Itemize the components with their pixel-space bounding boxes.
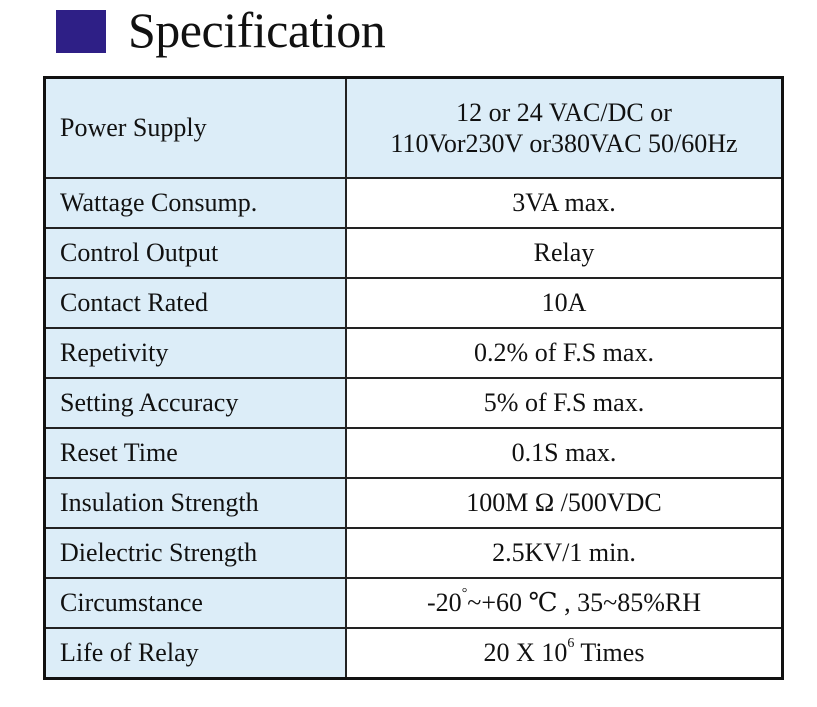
value-text: Times: [574, 638, 645, 668]
section-heading: Specification: [56, 0, 386, 60]
row-value: 2.5KV/1 min.: [345, 527, 784, 579]
row-label: Contact Rated: [43, 277, 347, 329]
value-text: 20 X 10: [483, 638, 568, 668]
row-label: Wattage Consump.: [43, 177, 347, 229]
table-row: Setting Accuracy 5% of F.S max.: [43, 377, 784, 429]
value-text: , 35~85%RH: [557, 588, 701, 618]
celsius-symbol: ℃: [528, 588, 558, 618]
table-row: Power Supply 12 or 24 VAC/DC or 110Vor23…: [43, 76, 784, 179]
page-title: Specification: [128, 2, 386, 58]
table-row: Insulation Strength 100M Ω /500VDC: [43, 477, 784, 529]
value-text: ~+60: [467, 588, 529, 618]
row-label: Insulation Strength: [43, 477, 347, 529]
specification-table: Power Supply 12 or 24 VAC/DC or 110Vor23…: [43, 76, 784, 680]
table-row: Wattage Consump. 3VA max.: [43, 177, 784, 229]
exponent: 6: [567, 636, 575, 652]
row-label: Circumstance: [43, 577, 347, 629]
value-text: -20: [427, 588, 462, 618]
row-value: 12 or 24 VAC/DC or 110Vor230V or380VAC 5…: [345, 76, 784, 179]
row-label: Power Supply: [43, 76, 347, 179]
row-value: 20 X 106 Times: [345, 627, 784, 680]
row-value: Relay: [345, 227, 784, 279]
row-value: 3VA max.: [345, 177, 784, 229]
degree-mark: °: [461, 586, 468, 602]
row-value: 10A: [345, 277, 784, 329]
row-value: 100M Ω /500VDC: [345, 477, 784, 529]
value-line: 110Vor230V or380VAC 50/60Hz: [390, 129, 738, 158]
row-value: 0.2% of F.S max.: [345, 327, 784, 379]
row-value: -20°~+60 ℃ , 35~85%RH: [345, 577, 784, 629]
row-label: Control Output: [43, 227, 347, 279]
table-row: Dielectric Strength 2.5KV/1 min.: [43, 527, 784, 579]
table-row: Control Output Relay: [43, 227, 784, 279]
row-value: 5% of F.S max.: [345, 377, 784, 429]
row-label: Dielectric Strength: [43, 527, 347, 579]
row-label: Repetivity: [43, 327, 347, 379]
table-row: Reset Time 0.1S max.: [43, 427, 784, 479]
table-row: Circumstance -20°~+60 ℃ , 35~85%RH: [43, 577, 784, 629]
row-label: Reset Time: [43, 427, 347, 479]
table-row: Life of Relay 20 X 106 Times: [43, 627, 784, 680]
table-row: Contact Rated 10A: [43, 277, 784, 329]
value-line: 12 or 24 VAC/DC or: [456, 97, 672, 127]
row-label: Setting Accuracy: [43, 377, 347, 429]
heading-bullet-square: [56, 9, 106, 53]
row-value: 0.1S max.: [345, 427, 784, 479]
row-label: Life of Relay: [43, 627, 347, 680]
table-row: Repetivity 0.2% of F.S max.: [43, 327, 784, 379]
